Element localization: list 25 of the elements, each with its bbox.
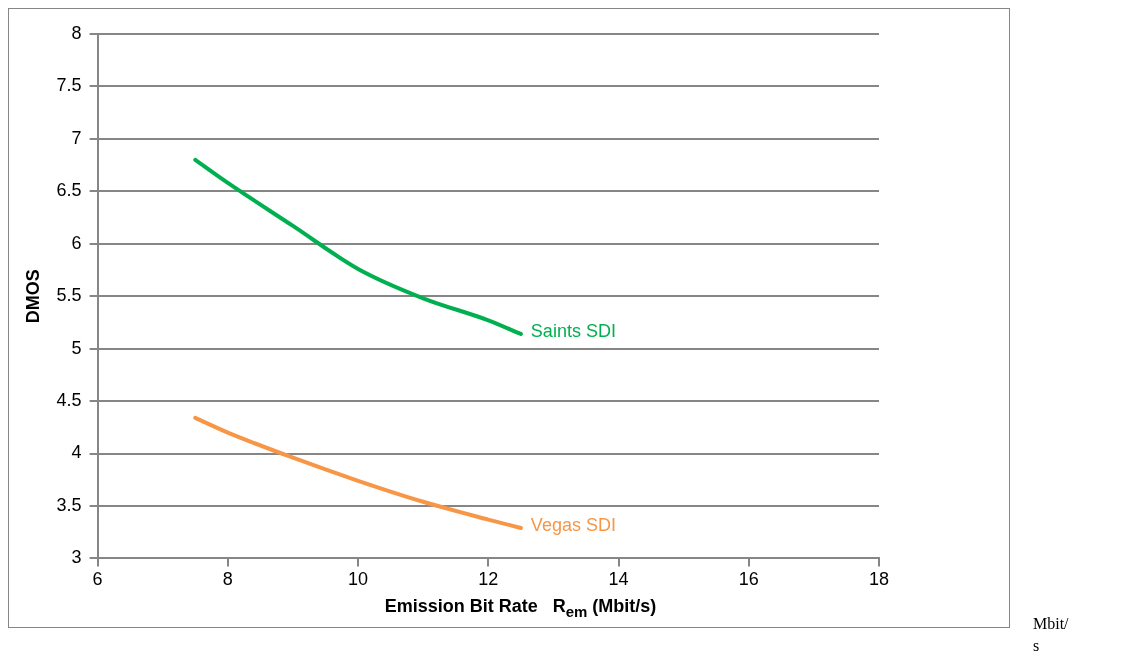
x-tick-label: 10 xyxy=(348,569,369,590)
x-axis-title: Emission Bit Rate R$_{em}$ (Mbit/s) xyxy=(383,596,658,620)
y-tick-label: 7.5 xyxy=(56,75,82,96)
series-label: Saints SDI xyxy=(530,320,616,341)
y-tick-label: 6.5 xyxy=(56,180,82,201)
line-series xyxy=(193,415,523,530)
y-tick-label: 3 xyxy=(71,547,82,568)
x-tick-label: 12 xyxy=(478,569,499,590)
y-tick-label: 7 xyxy=(71,127,82,148)
x-tick-label: 18 xyxy=(868,569,890,590)
y-tick-label: 3.5 xyxy=(56,494,82,515)
x-tick-label: 8 xyxy=(222,569,233,590)
y-tick-label: 5 xyxy=(71,337,82,358)
x-tick-label: 16 xyxy=(738,569,759,590)
y-tick-label: 8 xyxy=(71,22,82,43)
line-series xyxy=(193,157,523,336)
x-tick-label: 14 xyxy=(608,569,629,590)
x-tick-label: 6 xyxy=(92,569,103,590)
y-tick-label: 4 xyxy=(71,442,82,463)
y-tick-label: 5.5 xyxy=(56,285,82,306)
y-tick-label: 6 xyxy=(71,232,82,253)
series-label: Vegas SDI xyxy=(530,514,616,535)
text: Mbit/ s xyxy=(1033,614,1069,656)
y-tick-label: 4.5 xyxy=(56,390,82,411)
y-axis-title: DMOS xyxy=(22,269,43,324)
